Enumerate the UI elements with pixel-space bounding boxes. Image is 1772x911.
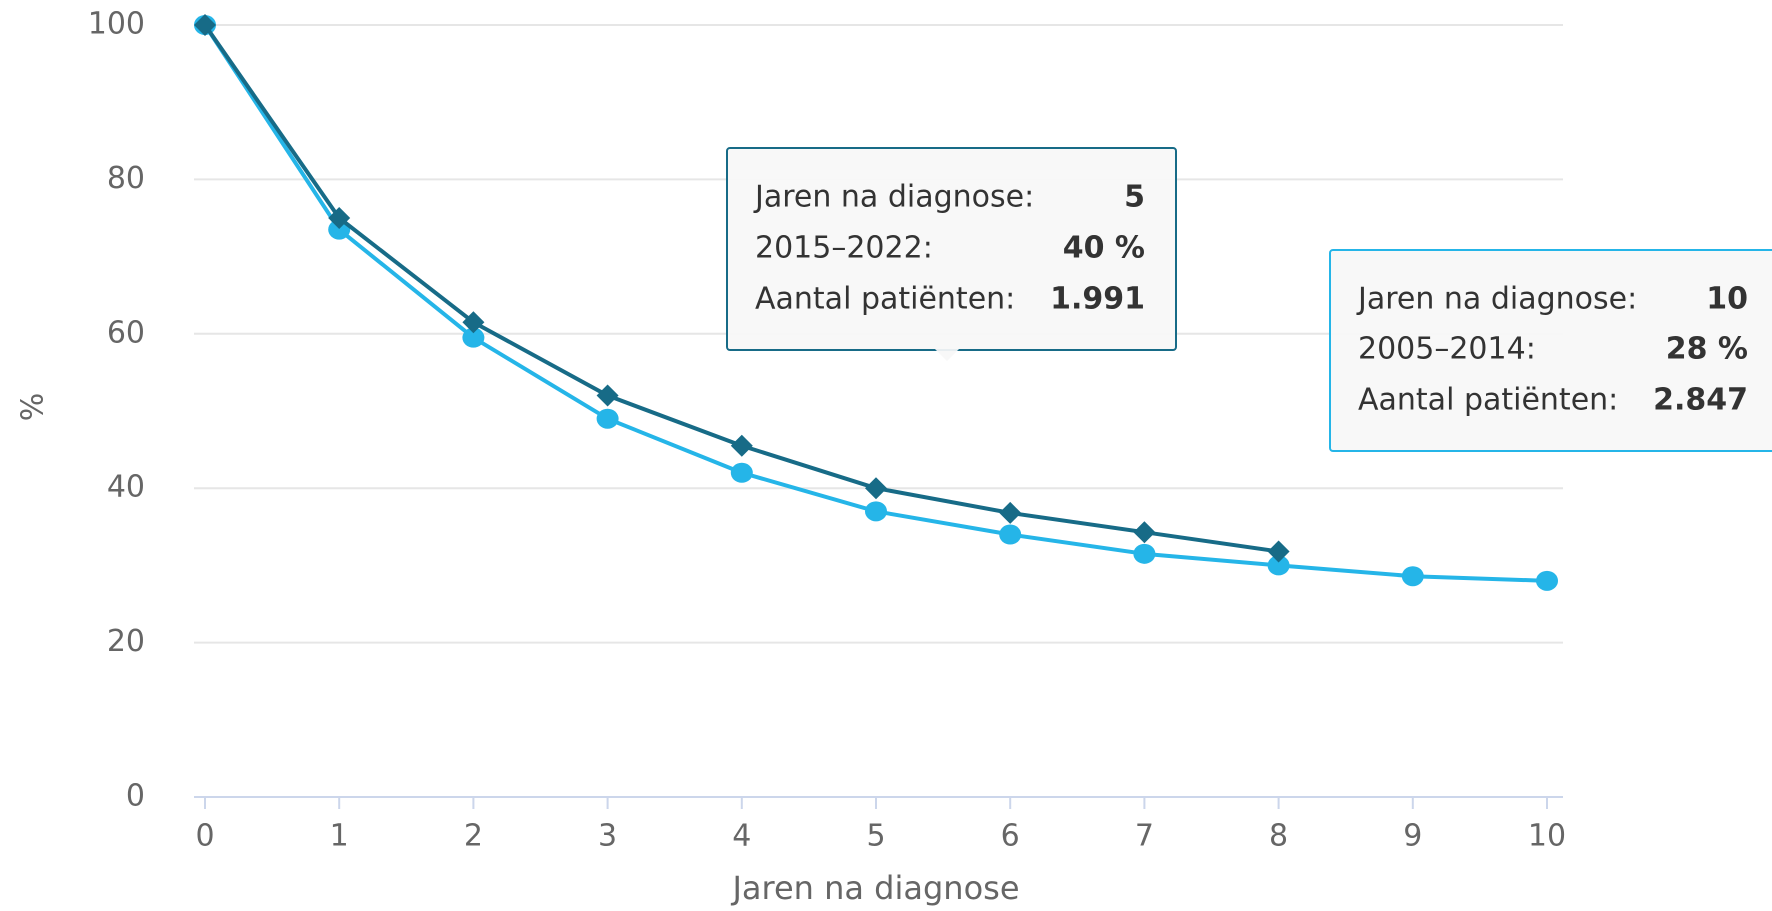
x-axis-title: Jaren na diagnose	[730, 869, 1019, 907]
x-tick-label: 7	[1135, 819, 1154, 854]
tooltip-pointer	[935, 349, 959, 361]
tooltip-value: 40 %	[1063, 231, 1145, 266]
x-tick-label: 9	[1403, 819, 1422, 854]
point-marker	[1267, 540, 1290, 563]
x-tick-label: 0	[195, 819, 214, 854]
y-axis-title: %	[16, 393, 51, 422]
point-marker	[1267, 555, 1290, 576]
point-marker	[462, 311, 485, 334]
point-marker	[865, 477, 887, 500]
tooltip: Jaren na diagnose: 10 2005–2014: 28 % Aantal…	[1329, 249, 1772, 452]
y-tick-label: 0	[126, 779, 145, 814]
tooltip-label: Aantal patiënten:	[755, 282, 1015, 317]
point-marker	[1133, 543, 1156, 564]
tooltip-label: 2005–2014:	[1358, 332, 1536, 367]
point-marker	[999, 524, 1022, 545]
x-tick-label: 2	[464, 819, 483, 854]
y-tick-label: 80	[107, 161, 145, 196]
x-tick-label: 5	[866, 819, 885, 854]
y-tick-label: 60	[107, 315, 145, 350]
point-marker	[194, 14, 216, 36]
tooltip-value: 1.991	[1050, 282, 1145, 317]
y-tick-label: 20	[107, 624, 145, 659]
tooltip-label: Jaren na diagnose:	[753, 180, 1034, 215]
x-tick-label: 1	[330, 819, 349, 854]
point-marker	[730, 434, 753, 457]
point-marker	[1536, 570, 1558, 591]
y-tick-label: 40	[107, 470, 145, 505]
point-marker	[865, 501, 887, 522]
tooltip-value: 28 %	[1666, 332, 1748, 367]
x-tick-label: 4	[732, 819, 751, 854]
point-marker	[730, 462, 753, 483]
point-marker	[328, 207, 351, 229]
x-tick-label: 3	[598, 819, 617, 854]
tooltip-value: 10	[1706, 282, 1748, 317]
tooltip-label: Jaren na diagnose:	[1356, 282, 1637, 317]
point-marker	[462, 327, 485, 348]
tooltip-label: 2015–2022:	[755, 231, 933, 266]
point-marker	[999, 501, 1022, 524]
x-tick-label: 6	[1001, 819, 1020, 854]
tooltip-value: 5	[1124, 180, 1145, 215]
tooltip-label: Aantal patiënten:	[1358, 383, 1618, 418]
point-marker	[596, 408, 619, 429]
point-marker	[1133, 521, 1156, 544]
x-tick-label: 8	[1269, 819, 1288, 854]
point-marker	[1401, 566, 1424, 587]
tooltip-value: 2.847	[1653, 383, 1748, 418]
tooltip-box	[1329, 249, 1772, 452]
x-tick-label: 10	[1528, 819, 1566, 854]
point-marker	[596, 384, 619, 407]
y-tick-label: 100	[88, 7, 145, 42]
tooltip: Jaren na diagnose: 5 2015–2022: 40 % Aantal …	[726, 147, 1177, 361]
